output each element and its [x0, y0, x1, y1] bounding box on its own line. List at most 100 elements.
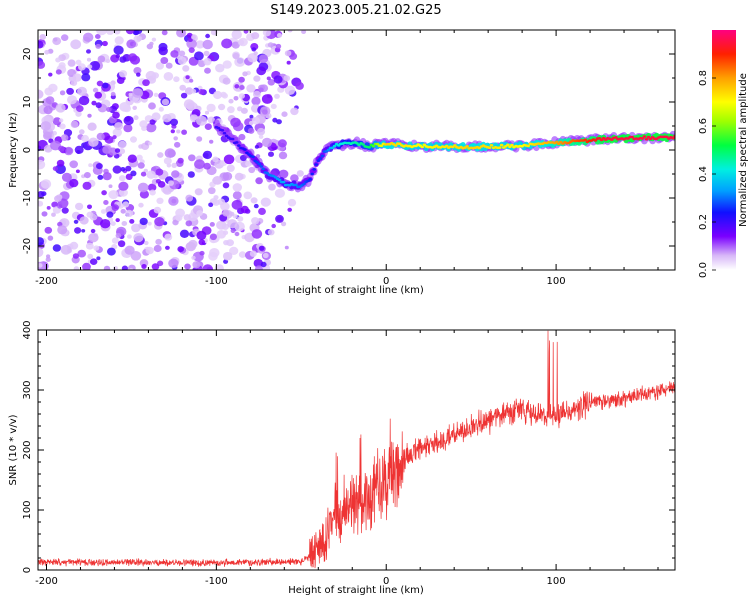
- noise-blob: [258, 207, 266, 215]
- noise-blob: [180, 92, 188, 99]
- x-tick-label: -100: [205, 276, 228, 287]
- noise-blob: [177, 157, 184, 164]
- noise-blob: [139, 120, 148, 128]
- noise-blob: [87, 204, 92, 210]
- noise-blob: [41, 211, 48, 217]
- noise-blob: [95, 34, 101, 39]
- noise-blob: [238, 37, 248, 47]
- noise-blob: [88, 233, 99, 243]
- noise-blob: [170, 118, 179, 126]
- noise-blob: [38, 237, 45, 246]
- noise-blob: [183, 99, 195, 109]
- noise-blob: [172, 219, 179, 226]
- noise-blob: [287, 207, 293, 212]
- noise-blob: [55, 69, 62, 75]
- ridge-core: [222, 131, 227, 135]
- noise-blob: [111, 204, 120, 212]
- noise-blob: [281, 111, 288, 117]
- noise-blob: [107, 247, 116, 256]
- noise-blob: [237, 106, 243, 112]
- noise-blob: [133, 115, 139, 121]
- ridge-core: [487, 146, 492, 149]
- noise-blob: [78, 95, 90, 106]
- noise-blob: [38, 61, 46, 69]
- noise-blob: [114, 122, 123, 131]
- noise-blob: [268, 151, 274, 157]
- noise-blob: [43, 105, 53, 115]
- noise-blob: [112, 128, 123, 137]
- x-tick-label: 100: [547, 276, 566, 287]
- noise-blob: [81, 229, 86, 233]
- noise-blob: [198, 89, 205, 95]
- noise-blob: [59, 90, 66, 96]
- noise-blob: [232, 183, 242, 192]
- noise-blob: [171, 170, 180, 178]
- noise-blob: [38, 159, 46, 170]
- noise-blob: [214, 264, 224, 270]
- noise-blob: [251, 47, 257, 52]
- noise-blob: [222, 77, 231, 85]
- ridge-core: [499, 143, 504, 147]
- noise-blob: [106, 30, 115, 35]
- noise-blob: [90, 258, 98, 266]
- noise-blob: [253, 51, 258, 56]
- noise-blob: [118, 175, 126, 182]
- noise-blob: [87, 64, 93, 69]
- noise-blob: [238, 76, 245, 83]
- noise-blob: [202, 150, 213, 160]
- noise-blob: [258, 87, 264, 93]
- ridge-core: [237, 144, 241, 147]
- noise-blob: [90, 228, 96, 234]
- noise-blob: [242, 71, 248, 77]
- noise-blob: [48, 72, 53, 77]
- noise-blob: [248, 166, 256, 174]
- noise-blob: [238, 133, 246, 141]
- ridge-core: [644, 137, 649, 141]
- colorbar-tick-label: 0.0: [698, 262, 709, 278]
- noise-blob: [262, 109, 268, 115]
- noise-blob: [114, 36, 124, 45]
- noise-blob: [275, 43, 282, 49]
- colorbar-tick-label: 0.4: [698, 166, 709, 182]
- colorbar: 0.0 0.2 0.4 0.6 0.8 Normalized spectral ampl…: [698, 30, 749, 278]
- noise-blob: [239, 85, 245, 90]
- noise-blob: [271, 223, 277, 229]
- ridge-core: [251, 155, 255, 159]
- noise-blob: [139, 217, 148, 226]
- noise-blob: [123, 115, 134, 126]
- noise-blob: [125, 30, 135, 35]
- noise-blob: [58, 145, 65, 152]
- noise-blob: [229, 246, 239, 255]
- x-tick-label: -200: [35, 276, 58, 287]
- noise-blob: [188, 47, 195, 53]
- noise-blob: [192, 261, 201, 269]
- noise-blob: [215, 63, 225, 73]
- noise-blob: [168, 258, 179, 268]
- ridge-core: [308, 178, 312, 181]
- noise-blob: [177, 246, 184, 253]
- ridge-core: [314, 163, 319, 166]
- noise-blob: [194, 51, 204, 61]
- ridge-core: [642, 135, 647, 138]
- x-tick-label: 100: [547, 576, 566, 587]
- noise-blob: [86, 57, 92, 62]
- noise-blob: [129, 219, 135, 224]
- noise-blob: [125, 165, 132, 172]
- noise-blob: [238, 93, 245, 99]
- noise-blob: [162, 186, 172, 195]
- noise-blob: [208, 251, 218, 261]
- noise-blob: [226, 239, 235, 247]
- noise-blob: [222, 60, 232, 69]
- y-tick-label: -20: [22, 238, 33, 254]
- noise-blob: [205, 33, 211, 39]
- ridge-core: [224, 134, 229, 138]
- noise-blob: [161, 98, 170, 106]
- ridge-core: [257, 162, 262, 166]
- noise-blob: [147, 221, 152, 226]
- noise-blob: [81, 134, 89, 143]
- noise-blob: [203, 162, 211, 170]
- noise-blob: [102, 145, 112, 154]
- noise-blob: [87, 253, 94, 260]
- noise-blob: [44, 50, 50, 55]
